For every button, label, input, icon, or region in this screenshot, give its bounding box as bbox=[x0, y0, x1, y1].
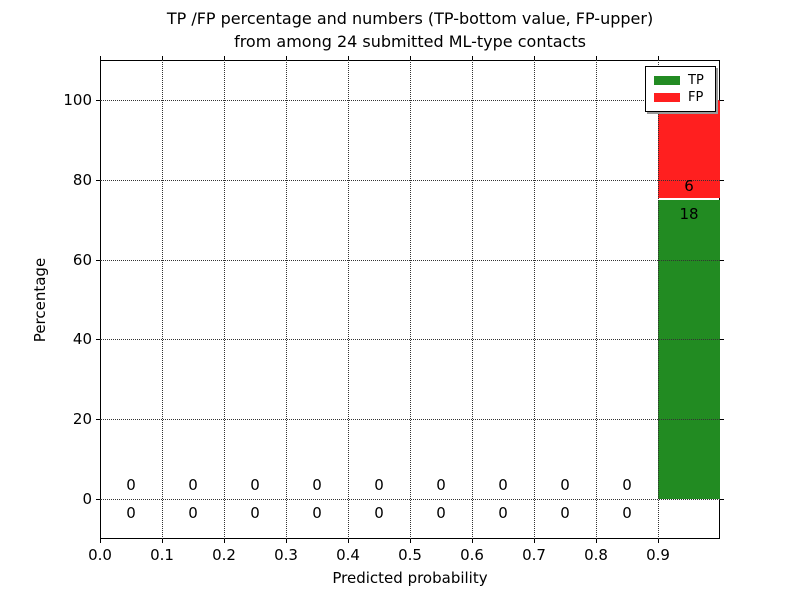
count-label-tp: 0 bbox=[188, 504, 198, 523]
x-tick-mark bbox=[534, 539, 535, 543]
count-label-fp: 0 bbox=[250, 476, 260, 495]
count-label-tp: 0 bbox=[560, 504, 570, 523]
y-tick-mark bbox=[720, 99, 724, 101]
x-tick-label: 0.9 bbox=[646, 546, 670, 564]
y-axis-label: Percentage bbox=[31, 257, 49, 343]
count-label-tp: 0 bbox=[374, 504, 384, 523]
gridline bbox=[658, 60, 659, 539]
x-tick-label: 0.0 bbox=[88, 546, 112, 564]
count-label-tp: 18 bbox=[679, 204, 699, 223]
count-label-tp: 0 bbox=[312, 504, 322, 523]
y-tick-mark bbox=[96, 419, 100, 421]
y-tick-mark bbox=[720, 339, 724, 341]
x-tick-mark bbox=[162, 56, 163, 60]
count-label-fp: 0 bbox=[312, 476, 322, 495]
legend-item-fp: FP bbox=[654, 89, 708, 106]
count-label-fp: 0 bbox=[498, 476, 508, 495]
count-label-tp: 0 bbox=[436, 504, 446, 523]
x-tick-label: 0.2 bbox=[212, 546, 236, 564]
count-label-tp: 0 bbox=[622, 504, 632, 523]
chart-title: TP /FP percentage and numbers (TP-bottom… bbox=[100, 7, 720, 53]
x-tick-mark bbox=[410, 56, 411, 60]
gridline bbox=[472, 60, 473, 539]
y-tick-mark bbox=[720, 259, 724, 261]
x-tick-label: 0.7 bbox=[522, 546, 546, 564]
gridline bbox=[410, 60, 411, 539]
gridline bbox=[534, 60, 535, 539]
x-tick-mark bbox=[596, 539, 597, 543]
count-label-fp: 0 bbox=[374, 476, 384, 495]
x-tick-label: 0.5 bbox=[398, 546, 422, 564]
chart-title-line2: from among 24 submitted ML-type contacts bbox=[234, 32, 586, 51]
x-tick-label: 0.8 bbox=[584, 546, 608, 564]
count-label-fp: 6 bbox=[684, 176, 694, 195]
x-tick-mark bbox=[658, 539, 659, 543]
legend-item-tp: TP bbox=[654, 72, 708, 89]
count-label-tp: 0 bbox=[250, 504, 260, 523]
gridline bbox=[348, 60, 349, 539]
y-tick-mark bbox=[720, 499, 724, 501]
y-tick-label: 20 bbox=[72, 410, 92, 429]
x-tick-label: 0.3 bbox=[274, 546, 298, 564]
bar-segment-fp bbox=[658, 99, 720, 198]
x-tick-label: 0.6 bbox=[460, 546, 484, 564]
x-tick-mark bbox=[162, 539, 163, 543]
chart-title-line1: TP /FP percentage and numbers (TP-bottom… bbox=[166, 9, 654, 28]
gridline bbox=[596, 60, 597, 539]
y-tick-mark bbox=[96, 259, 100, 261]
legend: TP FP bbox=[645, 66, 716, 112]
y-tick-mark bbox=[720, 419, 724, 421]
legend-label-fp: FP bbox=[688, 89, 704, 105]
fp-color-swatch bbox=[654, 93, 680, 102]
y-tick-label: 0 bbox=[82, 490, 92, 509]
x-tick-mark bbox=[410, 539, 411, 543]
x-tick-mark bbox=[658, 56, 659, 60]
x-tick-mark bbox=[286, 56, 287, 60]
tp-color-swatch bbox=[654, 76, 680, 85]
x-tick-mark bbox=[534, 56, 535, 60]
y-tick-mark bbox=[96, 339, 100, 341]
y-tick-mark bbox=[96, 99, 100, 101]
y-tick-mark bbox=[96, 499, 100, 501]
x-tick-mark bbox=[100, 56, 101, 60]
y-tick-mark bbox=[720, 179, 724, 181]
count-label-fp: 0 bbox=[188, 476, 198, 495]
count-label-fp: 0 bbox=[436, 476, 446, 495]
x-tick-mark bbox=[348, 539, 349, 543]
x-tick-label: 0.4 bbox=[336, 546, 360, 564]
count-label-tp: 0 bbox=[498, 504, 508, 523]
bar-segment-tp bbox=[658, 199, 720, 500]
x-tick-mark bbox=[224, 56, 225, 60]
count-label-fp: 0 bbox=[560, 476, 570, 495]
y-tick-label: 40 bbox=[72, 330, 92, 349]
gridline bbox=[224, 60, 225, 539]
count-label-fp: 0 bbox=[622, 476, 632, 495]
count-label-tp: 0 bbox=[126, 504, 136, 523]
x-tick-mark bbox=[100, 539, 101, 543]
y-tick-label: 100 bbox=[63, 90, 92, 109]
y-tick-label: 60 bbox=[72, 250, 92, 269]
x-tick-mark bbox=[348, 56, 349, 60]
count-label-fp: 0 bbox=[126, 476, 136, 495]
x-tick-mark bbox=[472, 56, 473, 60]
x-tick-mark bbox=[224, 539, 225, 543]
x-tick-mark bbox=[286, 539, 287, 543]
x-tick-mark bbox=[596, 56, 597, 60]
gridline bbox=[162, 60, 163, 539]
y-tick-label: 80 bbox=[72, 170, 92, 189]
x-axis-label: Predicted probability bbox=[332, 569, 488, 587]
legend-label-tp: TP bbox=[688, 72, 704, 88]
y-tick-mark bbox=[96, 179, 100, 181]
gridline bbox=[286, 60, 287, 539]
x-tick-label: 0.1 bbox=[150, 546, 174, 564]
x-tick-mark bbox=[472, 539, 473, 543]
